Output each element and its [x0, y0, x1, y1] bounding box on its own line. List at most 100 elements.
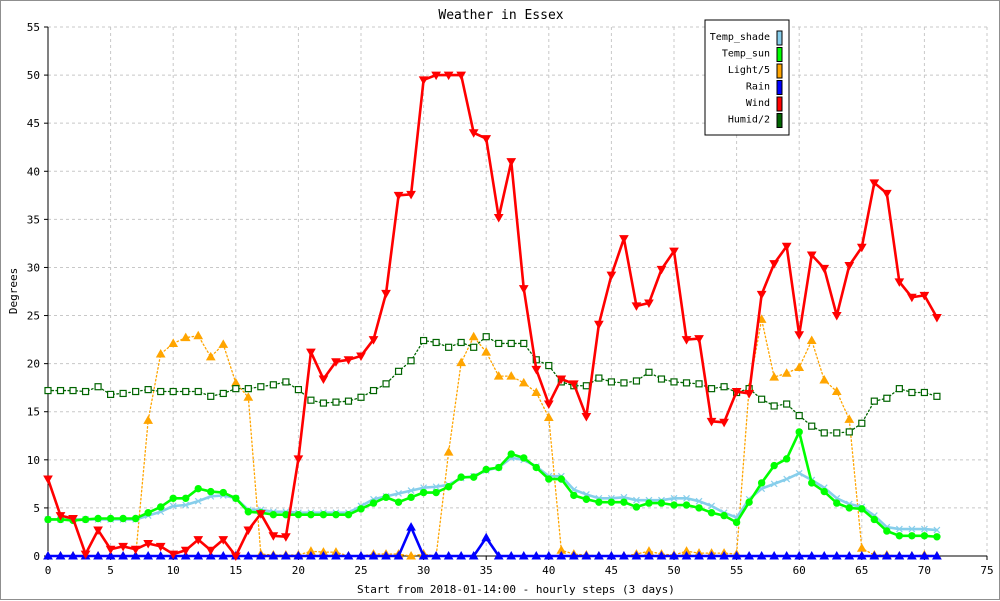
data-point: [269, 381, 277, 389]
data-point: [531, 365, 542, 375]
data-point: [682, 501, 691, 509]
data-point: [894, 278, 905, 287]
data-point: [205, 550, 216, 560]
data-point: [758, 395, 766, 403]
data-point: [119, 389, 127, 398]
data-point: [844, 262, 855, 271]
data-point: [831, 386, 842, 396]
data-point: [431, 71, 441, 81]
data-point: [218, 550, 229, 560]
data-point: [620, 379, 628, 387]
data-point: [856, 543, 867, 552]
data-point: [180, 546, 191, 556]
data-point: [243, 526, 254, 536]
data-point: [381, 289, 391, 299]
data-point: [219, 389, 227, 398]
y-tick-label: 50: [27, 69, 40, 82]
series-line: [47, 336, 938, 434]
data-point: [582, 495, 591, 503]
data-point: [243, 392, 254, 401]
x-tick-label: 75: [980, 564, 993, 577]
data-point: [833, 429, 841, 437]
data-point: [694, 335, 704, 344]
data-point: [157, 387, 165, 396]
data-point: [731, 550, 742, 560]
data-point: [507, 450, 515, 458]
data-point: [68, 514, 78, 524]
data-point: [106, 514, 115, 523]
data-point: [633, 496, 640, 504]
data-point: [907, 293, 917, 303]
data-point: [481, 347, 492, 356]
x-tick-label: 35: [480, 564, 493, 577]
data-point: [344, 397, 353, 405]
legend-label: Wind: [746, 98, 770, 109]
data-point: [495, 463, 503, 472]
data-point: [368, 336, 379, 345]
data-point: [506, 158, 517, 167]
data-point: [819, 374, 830, 384]
data-point: [645, 368, 653, 376]
data-point: [795, 411, 803, 420]
data-point: [468, 331, 479, 341]
data-point: [394, 367, 403, 375]
data-point: [833, 499, 841, 507]
data-point: [870, 515, 879, 524]
data-point: [568, 380, 579, 389]
data-point: [43, 475, 53, 485]
data-point: [595, 498, 603, 506]
data-point: [307, 396, 315, 404]
data-point: [770, 402, 778, 410]
y-tick-label: 5: [33, 502, 40, 515]
data-point: [933, 392, 941, 400]
series-layer: [43, 71, 942, 562]
data-point: [919, 550, 930, 560]
data-point: [268, 532, 279, 541]
data-point: [706, 417, 717, 427]
data-point: [456, 357, 467, 367]
data-point: [118, 542, 128, 552]
data-point: [155, 542, 166, 552]
data-point: [770, 480, 778, 488]
data-point: [182, 387, 190, 396]
data-point: [907, 550, 917, 560]
data-point: [194, 484, 202, 493]
data-point: [506, 371, 517, 380]
legend-swatch: [776, 30, 783, 46]
data-point: [656, 550, 667, 560]
data-point: [169, 387, 177, 396]
data-point: [531, 550, 542, 560]
data-point: [207, 487, 215, 496]
data-point: [781, 368, 792, 377]
data-point: [695, 380, 703, 388]
data-point: [744, 550, 754, 560]
data-point: [732, 518, 741, 527]
data-point: [356, 550, 366, 560]
series-rain: [43, 522, 942, 560]
data-point: [532, 463, 540, 472]
data-point: [645, 499, 653, 507]
data-point: [407, 357, 415, 365]
data-point: [607, 498, 616, 506]
data-point: [93, 550, 103, 560]
data-point: [432, 488, 440, 497]
data-point: [695, 497, 703, 505]
data-point: [332, 398, 340, 406]
series-humid-2: [44, 333, 941, 437]
data-point: [520, 454, 528, 462]
data-point: [881, 189, 892, 199]
data-point: [657, 499, 666, 507]
data-point: [782, 455, 791, 463]
data-point: [294, 510, 303, 519]
data-point: [556, 375, 567, 385]
data-point: [607, 378, 616, 386]
series-line: [46, 73, 939, 558]
data-point: [369, 386, 378, 395]
data-point: [632, 377, 641, 385]
data-point: [808, 479, 816, 487]
data-point: [781, 242, 792, 252]
data-point: [781, 550, 792, 560]
data-point: [683, 494, 690, 502]
data-point: [719, 550, 729, 560]
data-point: [130, 545, 141, 555]
